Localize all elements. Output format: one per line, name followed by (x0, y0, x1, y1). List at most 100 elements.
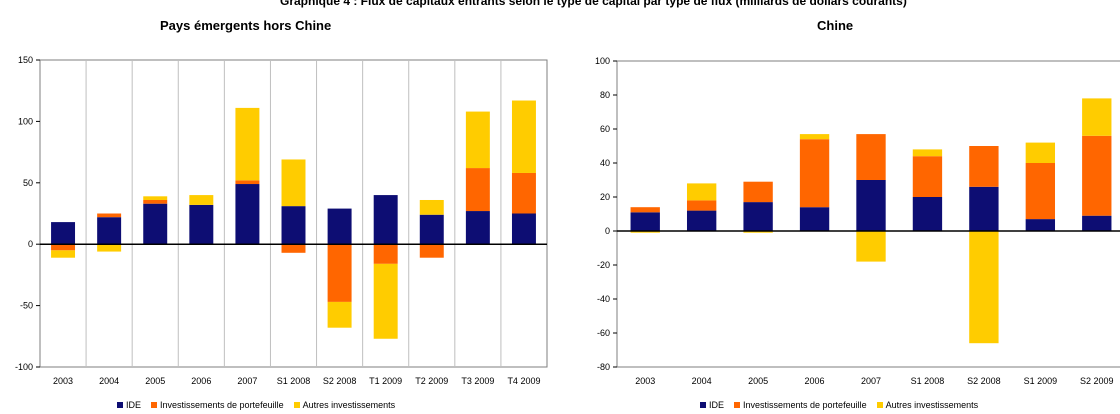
bar-segment (630, 207, 660, 213)
bar-segment (1082, 98, 1112, 136)
x-tick-label: 2003 (635, 376, 655, 386)
bar-segment (465, 211, 490, 245)
bar-segment (1082, 135, 1112, 216)
bar-segment (189, 195, 214, 205)
bar-segment (969, 146, 999, 187)
bar-segment (1025, 163, 1056, 220)
bar-segment (969, 231, 999, 344)
bar-segment (743, 231, 773, 233)
y-tick-label: 50 (23, 178, 33, 188)
bar-segment (235, 180, 260, 185)
bar-segment (373, 195, 398, 245)
legend-swatch-ide (700, 402, 706, 408)
legend-label-autres: Autres investissements (885, 400, 979, 410)
bar-segment (465, 168, 490, 212)
legend-left: IDE Investissements de portefeuille Autr… (117, 400, 395, 410)
legend-label-autres: Autres investissements (302, 400, 396, 410)
x-tick-label: T4 2009 (507, 376, 540, 386)
y-tick-label: 150 (18, 55, 33, 65)
bar-segment (912, 149, 943, 157)
y-tick-label: 40 (600, 158, 610, 168)
bar-segment (97, 217, 122, 245)
x-tick-label: T2 2009 (415, 376, 448, 386)
y-tick-label: -60 (597, 328, 610, 338)
bar-segment (373, 263, 398, 339)
x-tick-label: 2005 (748, 376, 768, 386)
y-tick-label: -50 (20, 301, 33, 311)
bar-segment (143, 203, 168, 245)
legend-label-ide: IDE (126, 400, 142, 410)
x-tick-label: 2005 (145, 376, 165, 386)
y-tick-label: 0 (605, 226, 610, 236)
bar-segment (143, 196, 168, 200)
bar-segment (281, 159, 306, 207)
x-tick-label: S2 2008 (967, 376, 1001, 386)
x-tick-label: T1 2009 (369, 376, 402, 386)
x-tick-label: 2004 (99, 376, 119, 386)
figure-supertitle: Graphique 4 : Flux de capitaux entrants … (280, 0, 907, 8)
legend-right: IDE Investissements de portefeuille Autr… (700, 400, 978, 410)
y-tick-label: 100 (18, 116, 33, 126)
x-tick-label: 2006 (805, 376, 825, 386)
bar-segment (235, 107, 260, 181)
legend-label-ide: IDE (709, 400, 725, 410)
bar-segment (1082, 215, 1112, 231)
x-tick-label: 2006 (191, 376, 211, 386)
bar-segment (912, 156, 943, 197)
bar-segment (686, 210, 717, 231)
x-tick-label: 2003 (53, 376, 73, 386)
x-tick-label: T3 2009 (461, 376, 494, 386)
x-tick-label: 2004 (692, 376, 712, 386)
y-tick-label: -20 (597, 260, 610, 270)
y-tick-label: -40 (597, 294, 610, 304)
bar-segment (235, 184, 260, 245)
bar-segment (799, 207, 830, 231)
bar-segment (189, 204, 214, 245)
x-tick-label: S1 2008 (911, 376, 945, 386)
bar-segment (327, 301, 352, 328)
x-tick-label: S2 2008 (323, 376, 357, 386)
bar-segment (969, 186, 999, 231)
bar-segment (1025, 219, 1056, 231)
x-tick-label: 2007 (861, 376, 881, 386)
bar-segment (373, 244, 398, 264)
legend-swatch-ide (117, 402, 123, 408)
bar-segment (686, 200, 717, 211)
y-tick-label: 100 (595, 56, 610, 66)
x-tick-label: S1 2009 (1024, 376, 1058, 386)
bar-segment (51, 222, 76, 245)
bar-segment (51, 244, 76, 251)
chart-title-right: Chine (817, 18, 854, 33)
bar-segment (511, 172, 536, 214)
x-tick-label: S1 2008 (277, 376, 311, 386)
legend-swatch-autres (293, 402, 300, 408)
y-tick-label: -80 (597, 362, 610, 372)
legend-swatch-portefeuille (151, 402, 158, 408)
y-tick-label: 0 (28, 239, 33, 249)
legend-label-portefeuille: Investissements de portefeuille (743, 400, 867, 410)
bar-segment (743, 202, 773, 231)
bar-segment (1025, 142, 1056, 163)
bar-segment (419, 244, 444, 258)
y-tick-label: 60 (600, 124, 610, 134)
bar-segment (281, 244, 306, 253)
y-tick-label: -100 (15, 362, 33, 372)
bar-segment (799, 134, 830, 140)
bar-segment (912, 197, 943, 231)
y-tick-label: 80 (600, 90, 610, 100)
bar-segment (327, 244, 352, 302)
bar-segment (856, 231, 886, 262)
bar-segment (630, 212, 660, 231)
bar-segment (743, 181, 773, 203)
bar-segment (856, 134, 886, 180)
x-tick-label: 2007 (237, 376, 257, 386)
bar-segment (856, 180, 886, 231)
y-tick-label: 20 (600, 192, 610, 202)
bar-segment (511, 213, 536, 245)
bar-segment (630, 231, 660, 233)
bar-segment (799, 139, 830, 208)
legend-swatch-portefeuille (734, 402, 741, 408)
bar-segment (51, 250, 76, 258)
legend-swatch-autres (876, 402, 883, 408)
